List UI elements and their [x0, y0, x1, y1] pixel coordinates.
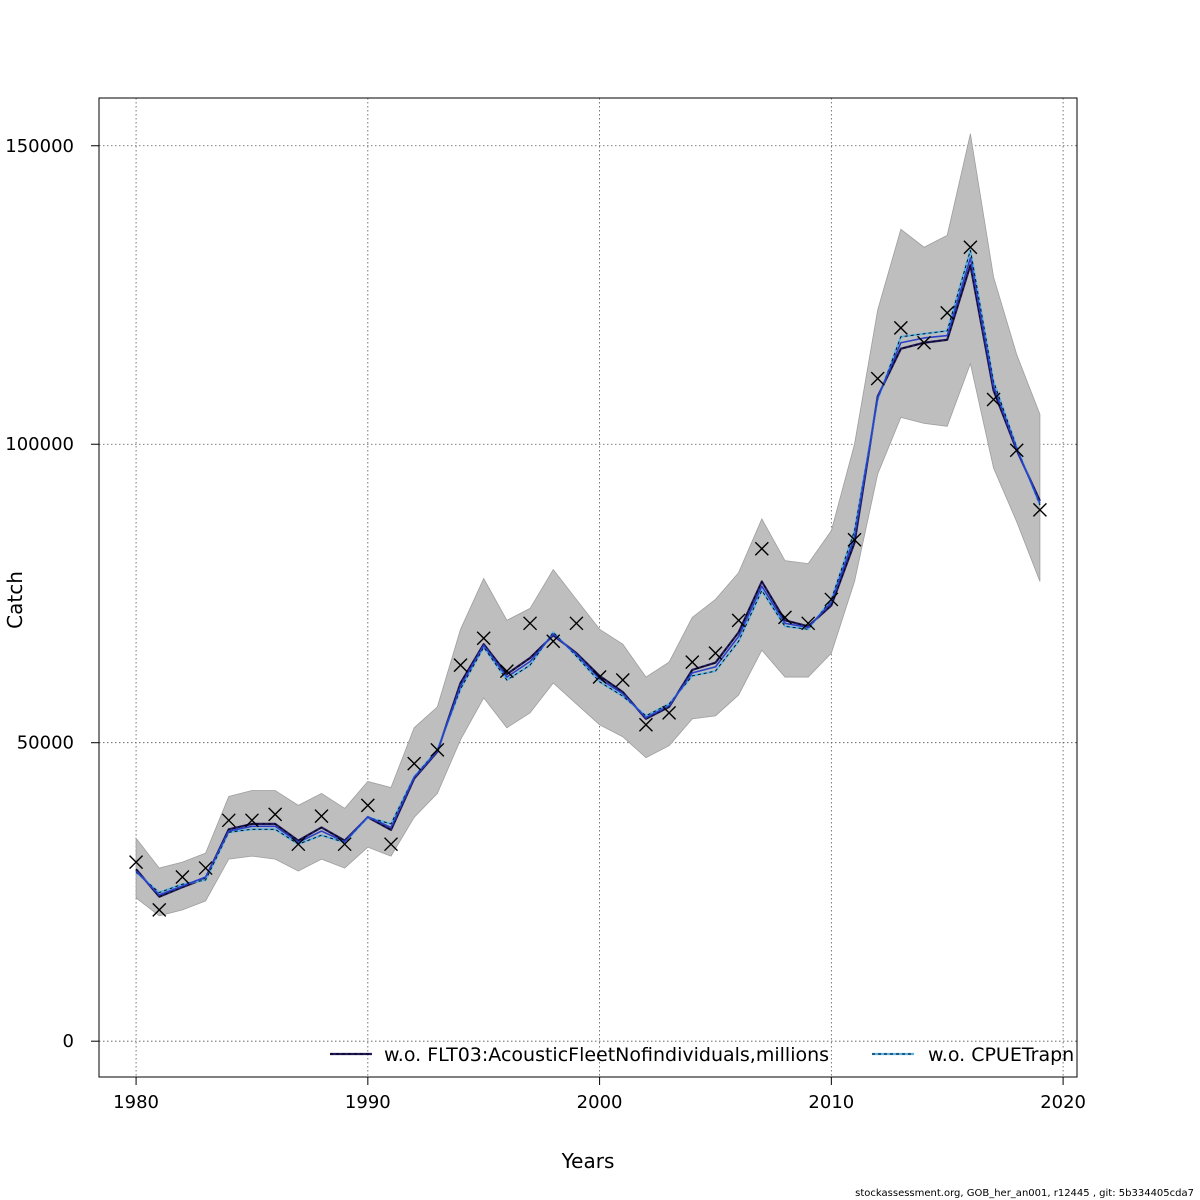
observed-point-2008 — [777, 610, 792, 625]
observed-point-2011 — [847, 532, 862, 547]
observed-point-2009 — [801, 616, 816, 631]
observed-point-1997 — [523, 616, 538, 631]
y-tick-label-50000: 50000 — [17, 733, 74, 754]
y-tick-label-100000: 100000 — [5, 434, 74, 455]
observed-point-1992 — [407, 756, 422, 771]
observed-points — [129, 240, 1047, 917]
observed-point-1989 — [337, 837, 352, 852]
observed-point-2003 — [662, 705, 677, 720]
observed-point-2013 — [893, 320, 908, 335]
confidence-band-area — [135, 133, 1041, 917]
observed-point-2019 — [1032, 502, 1047, 517]
observed-point-2014 — [917, 335, 932, 350]
x-tick-label-1980: 1980 — [113, 1092, 159, 1113]
observed-point-2012 — [870, 371, 885, 386]
x-tick-label-1990: 1990 — [345, 1092, 391, 1113]
legend-label-cpuetrapn: w.o. CPUETrapn — [928, 1044, 1074, 1066]
series-line-dash-0 — [135, 265, 1041, 898]
observed-point-2018 — [1009, 443, 1024, 458]
observed-point-1988 — [314, 809, 329, 824]
observed-point-2015 — [940, 305, 955, 320]
series-lines — [135, 249, 1041, 898]
observed-point-2005 — [708, 646, 723, 661]
observed-point-1982 — [175, 870, 190, 885]
observed-point-2016 — [963, 240, 978, 255]
observed-point-1995 — [476, 631, 491, 646]
observed-point-1999 — [569, 616, 584, 631]
footer-credit: stockassessment.org, GOB_her_an001, r124… — [855, 1188, 1194, 1199]
x-tick-label-2000: 2000 — [577, 1092, 623, 1113]
axis-ticks: 1980 1990 2000 2010 2020 0 50000 100000 150000 — [5, 136, 1086, 1113]
x-tick-label-2010: 2010 — [808, 1092, 854, 1113]
observed-point-2007 — [754, 541, 769, 556]
observed-point-1990 — [360, 798, 375, 813]
observed-point-2006 — [731, 613, 746, 628]
legend: w.o. FLT03:AcousticFleetNofindividuals,m… — [330, 1044, 1074, 1066]
observed-point-1984 — [221, 813, 236, 828]
x-axis-title: Years — [561, 1149, 615, 1173]
observed-point-1991 — [384, 837, 399, 852]
observed-point-2000 — [592, 670, 607, 685]
series-line-2 — [135, 257, 1041, 896]
observed-point-1996 — [499, 664, 514, 679]
observed-point-1994 — [453, 658, 468, 673]
legend-label-flt03: w.o. FLT03:AcousticFleetNofindividuals,m… — [384, 1044, 829, 1066]
observed-point-2017 — [986, 392, 1001, 407]
x-tick-label-2020: 2020 — [1040, 1092, 1086, 1113]
y-tick-label-0: 0 — [63, 1031, 74, 1052]
observed-point-1983 — [198, 861, 213, 876]
observed-point-1987 — [291, 837, 306, 852]
y-axis-title: Catch — [3, 571, 27, 629]
series-line-dash-1 — [135, 250, 1041, 894]
plot-frame — [98, 97, 1078, 1078]
observed-point-1985 — [244, 813, 259, 828]
observed-point-2010 — [824, 592, 839, 607]
observed-point-1993 — [430, 742, 445, 757]
y-tick-label-150000: 150000 — [5, 136, 74, 157]
plot-border — [98, 97, 1078, 1078]
confidence-band — [135, 133, 1041, 917]
observed-point-1981 — [152, 902, 167, 917]
observed-point-1986 — [268, 807, 283, 822]
observed-point-1980 — [129, 855, 144, 870]
observed-point-2001 — [615, 673, 630, 688]
observed-point-2002 — [638, 717, 653, 732]
observed-point-2004 — [685, 655, 700, 670]
observed-point-1998 — [546, 634, 561, 649]
